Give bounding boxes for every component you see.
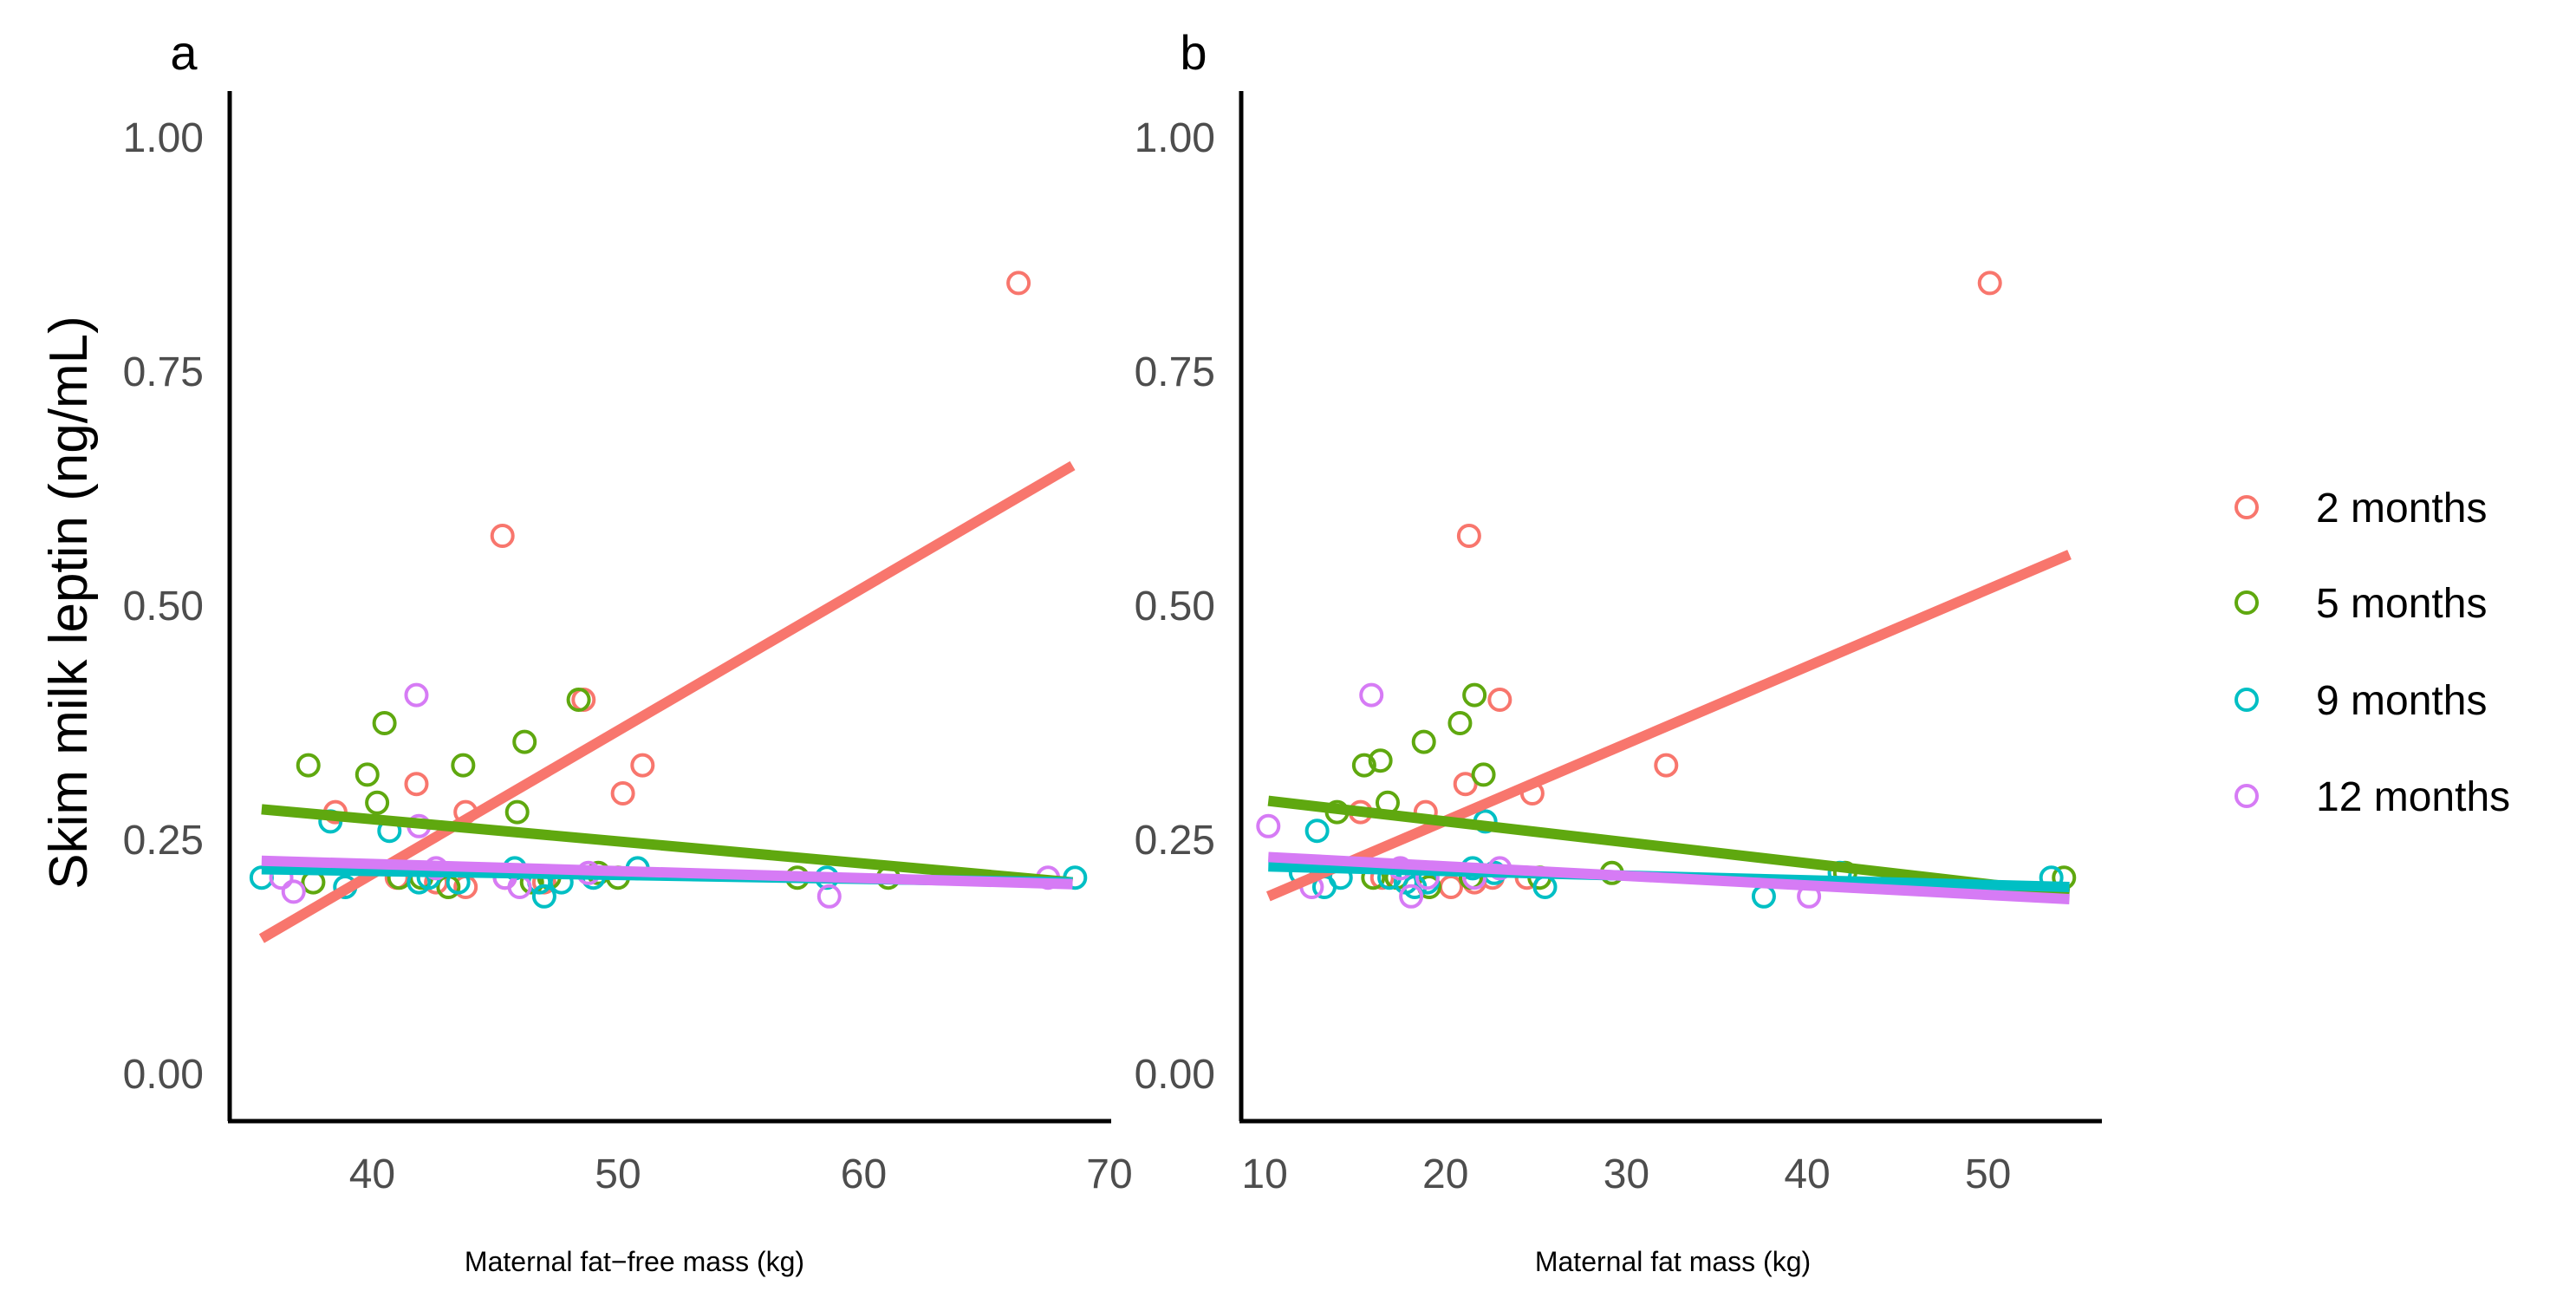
panel-a-point-5-months — [355, 762, 380, 787]
panel-a-y-tick-label: 0.25 — [123, 818, 204, 864]
panel-a-trend-line-5-months — [261, 804, 1074, 888]
panel-a-label: a — [170, 25, 198, 80]
panel-b: b 0.00 0.25 0.50 0.75 1.00 10 20 30 40 50 Matern… — [1135, 25, 2102, 1277]
panel-b-point-5-months — [1471, 762, 1496, 787]
panel-a-point-12-months — [281, 879, 306, 904]
panel-a-point-12-months — [404, 682, 429, 708]
panel-b-y-tick-label: 1.00 — [1135, 115, 1215, 161]
legend-marker-9-months — [2234, 688, 2259, 712]
panel-b-y-tick-label: 0.75 — [1135, 349, 1215, 395]
panel-a-point-2-months — [630, 753, 655, 778]
panel-b-point-2-months — [1456, 524, 1481, 548]
panel-b-x-tick-label: 30 — [1603, 1151, 1649, 1197]
panel-b-point-5-months — [1411, 729, 1436, 754]
panel-b-x-tick-label: 40 — [1784, 1151, 1830, 1197]
panel-b-y-tick-label: 0.50 — [1135, 584, 1215, 629]
legend: 2 months 5 months 9 months 12 months — [2234, 486, 2510, 820]
panel-b-trend-line-5-months — [1267, 795, 2071, 899]
panel-a-point-5-months — [451, 753, 476, 778]
panel-b-x-tick-label: 50 — [1965, 1151, 2011, 1197]
panel-b-y-tick-label: 0.25 — [1135, 818, 1215, 864]
panel-a-point-2-months — [610, 781, 635, 806]
panel-a-y-tick-label: 0.00 — [123, 1052, 204, 1098]
panel-a-point-5-months — [296, 753, 321, 778]
panel-a-trend-line-12-months — [261, 855, 1073, 890]
panel-a-x-axis-title: Maternal fat−free mass (kg) — [465, 1246, 804, 1277]
y-axis-title: Skim milk leptin (ng/mL) — [39, 316, 99, 889]
panel-b-point-12-months — [1399, 884, 1424, 909]
panel-a-x-tick-label: 40 — [349, 1151, 395, 1197]
panel-a-x-tick-label: 60 — [841, 1151, 887, 1197]
panel-a-point-12-months — [816, 884, 842, 909]
panel-b-y-ticks: 0.00 0.25 0.50 0.75 1.00 — [1135, 115, 1215, 1098]
panel-a-point-2-months — [490, 524, 515, 548]
panel-a-x-ticks: 40 50 60 70 — [349, 1151, 1133, 1197]
legend-label-12-months: 12 months — [2316, 774, 2510, 820]
legend-marker-2-months — [2234, 495, 2259, 519]
panel-a-x-tick-label: 70 — [1086, 1151, 1132, 1197]
legend-item-12-months[interactable]: 12 months — [2234, 774, 2510, 820]
panel-b-point-5-months — [1462, 682, 1487, 708]
legend-item-9-months[interactable]: 9 months — [2234, 678, 2487, 724]
panel-a-point-2-months — [1006, 271, 1031, 296]
panel-b-trend-line-12-months — [1267, 851, 2070, 905]
panel-b-point-5-months — [1447, 711, 1473, 735]
panel-a-point-5-months — [512, 729, 537, 754]
panel-b-x-axis-title: Maternal fat mass (kg) — [1535, 1246, 1811, 1277]
panel-a-trend-lines — [258, 460, 1076, 943]
panel-a-point-2-months — [404, 772, 429, 797]
panel-a-y-tick-label: 1.00 — [123, 115, 204, 161]
panel-a-point-5-months — [504, 799, 530, 825]
panel-b-x-tick-label: 10 — [1241, 1151, 1287, 1197]
panel-b-point-9-months — [1304, 819, 1330, 844]
panel-a-x-tick-label: 50 — [595, 1151, 641, 1197]
panel-a-point-5-months — [372, 711, 397, 735]
panel-a-y-tick-label: 0.50 — [123, 584, 204, 629]
panel-a-point-9-months — [531, 884, 556, 909]
panel-a-y-tick-label: 0.75 — [123, 349, 204, 395]
panel-a-y-ticks: 0.00 0.25 0.50 0.75 1.00 — [123, 115, 204, 1098]
panel-b-point-12-months — [1359, 682, 1384, 708]
panel-b-point-2-months — [1977, 271, 2002, 296]
legend-label-2-months: 2 months — [2316, 486, 2487, 532]
legend-marker-12-months — [2234, 784, 2259, 808]
panel-b-point-5-months — [1368, 748, 1393, 773]
panel-b-trend-line-2-months — [1265, 550, 2072, 902]
panel-b-y-tick-label: 0.00 — [1135, 1052, 1215, 1098]
legend-item-2-months[interactable]: 2 months — [2234, 486, 2487, 532]
legend-marker-5-months — [2234, 590, 2259, 615]
panel-a-point-5-months — [365, 790, 390, 815]
panel-a: a 0.00 0.25 0.50 0.75 1.00 40 50 60 70 Maternal… — [123, 25, 1133, 1277]
panel-a-point-5-months — [566, 688, 591, 712]
legend-label-9-months: 9 months — [2316, 678, 2487, 724]
panel-b-x-ticks: 10 20 30 40 50 — [1241, 1151, 2011, 1197]
panel-b-label: b — [1180, 25, 1207, 80]
panel-b-trend-lines — [1265, 550, 2072, 905]
panel-b-point-2-months — [1487, 688, 1512, 712]
panel-b-point-5-months — [1351, 753, 1376, 778]
panel-b-point-12-months — [1256, 813, 1281, 838]
panel-b-point-2-months — [1654, 753, 1679, 778]
panel-b-x-tick-label: 20 — [1422, 1151, 1468, 1197]
legend-label-5-months: 5 months — [2316, 581, 2487, 627]
legend-item-5-months[interactable]: 5 months — [2234, 581, 2487, 627]
